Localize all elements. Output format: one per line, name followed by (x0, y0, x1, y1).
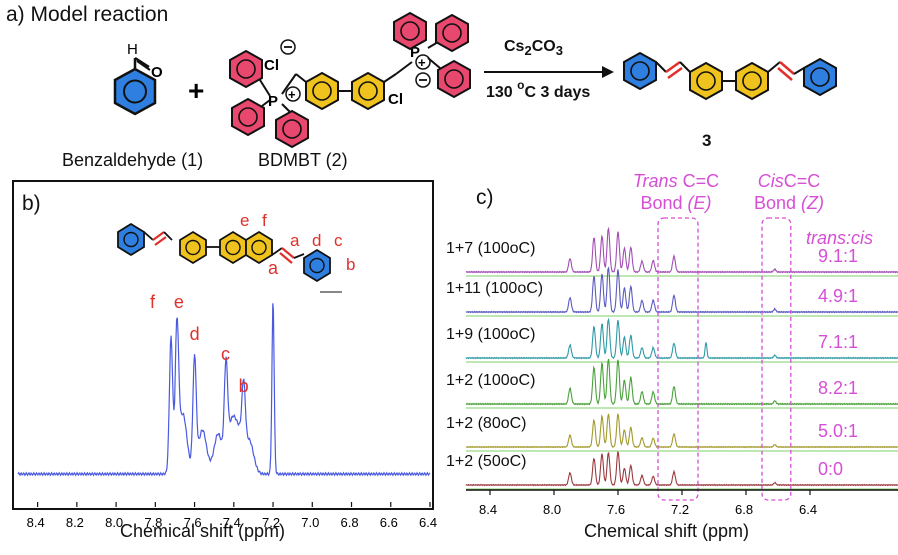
panel-b-tick-label: 8.4 (27, 515, 45, 530)
panel-b-molecule (117, 222, 342, 293)
panel-a-label: a) Model reaction (6, 3, 169, 26)
peak-label-c: c (221, 344, 230, 364)
aldehyde-H: H (127, 41, 138, 58)
condition-label: 130 oC 3 days (486, 78, 591, 101)
panel-b-tick-label: 7.8 (144, 515, 162, 530)
ratio-value-0: 9.1:1 (818, 246, 859, 266)
phosphorus-right: P (410, 44, 420, 61)
reagent-label: Cs2CO3 (504, 38, 563, 58)
panel-b-tick-label: 8.0 (105, 515, 123, 530)
panel-c-tick-label: 6.8 (735, 502, 753, 517)
plus-sign: + (188, 75, 204, 106)
ratio-value-3: 8.2:1 (818, 378, 859, 398)
product-number: 3 (702, 131, 712, 150)
series-name-5: 1+2 (50oC) (446, 453, 527, 470)
spectrum-series-0 (465, 226, 898, 274)
panel-c-tick-label: 8.0 (543, 502, 561, 517)
spectrum-series-5 (465, 451, 898, 487)
proton-label-b: b (346, 255, 355, 274)
trans-region-box (657, 217, 699, 501)
panel-b-tick-label: 6.8 (341, 515, 359, 530)
series-name-1: 1+11 (100oC) (446, 280, 544, 297)
proton-label-a: a (290, 231, 300, 250)
spectrum-series-2 (465, 317, 898, 360)
svg-text:+: + (418, 55, 426, 70)
panel-b-tick-label: 7.4 (223, 515, 241, 530)
panel-c-tick-label: 8.4 (479, 502, 497, 517)
bdmbt-name: BDMBT (2) (258, 150, 348, 170)
phosphorus-left: P (268, 93, 278, 110)
ratio-value-4: 5.0:1 (818, 421, 859, 441)
trans-annotation: Trans C=C Bond (E) (632, 171, 720, 213)
ratio-value-1: 4.9:1 (818, 286, 859, 306)
bdmbt-structure: P + Cl Cl + P (229, 11, 471, 149)
panel-b-xlabel: Chemical shift (ppm) (120, 521, 286, 541)
series-name-0: 1+7 (100oC) (446, 240, 536, 257)
proton-label-c: c (334, 231, 343, 250)
svg-text:+: + (288, 87, 296, 102)
ratio-header: trans:cis (806, 228, 874, 248)
aldehyde-O: O (151, 64, 163, 81)
panel-c-tick-label: 7.2 (671, 502, 689, 517)
series-name-4: 1+2 (80oC) (446, 415, 527, 432)
peak-label-d: d (190, 324, 200, 344)
peak-label-b: b (239, 376, 249, 396)
cis-region-box (761, 217, 792, 501)
series-name-3: 1+2 (100oC) (446, 372, 536, 389)
panel-c-xlabel: Chemical shift (ppm) (584, 521, 750, 541)
panel-c-tick-label: 6.4 (799, 502, 817, 517)
spectrum-series-1 (465, 266, 898, 314)
panel-c-tick-label: 7.6 (607, 502, 625, 517)
proton-label-f: f (262, 211, 267, 230)
panel-b-label: b) (22, 192, 41, 215)
peak-label-a: a (268, 258, 279, 278)
panel-c-label: c) (476, 186, 494, 209)
panel-b-tick-label: 6.6 (380, 515, 398, 530)
proton-label-e: e (240, 211, 249, 230)
peak-label-e: e (174, 292, 184, 312)
proton-label-d: d (312, 231, 321, 250)
panel-b-tick-label: 7.0 (301, 515, 319, 530)
ratio-value-5: 0:0 (818, 459, 844, 479)
panel-b-tick-label: 6.4 (419, 515, 437, 530)
panel-b-tick-label: 7.6 (184, 515, 202, 530)
peak-label-f: f (150, 292, 156, 312)
panel-b-spectrum-line (17, 303, 431, 477)
reaction-scheme: H O + P + Cl Cl + P (113, 11, 837, 149)
benzaldehyde-structure: H O (113, 41, 163, 116)
spectrum-series-4 (465, 413, 898, 449)
chloride-left: Cl (264, 57, 279, 74)
ratio-value-2: 7.1:1 (818, 332, 859, 352)
panel-b-tick-label: 7.2 (262, 515, 280, 530)
series-name-2: 1+9 (100oC) (446, 326, 536, 343)
panel-b-tick-label: 8.2 (66, 515, 84, 530)
cis-annotation: CisC=C Bond (Z) (753, 171, 825, 213)
spectrum-series-3 (465, 358, 898, 406)
benzaldehyde-name: Benzaldehyde (1) (62, 150, 204, 170)
panel-b-frame (12, 180, 434, 510)
chloride-right: Cl (388, 91, 403, 108)
product-structure (623, 51, 837, 101)
